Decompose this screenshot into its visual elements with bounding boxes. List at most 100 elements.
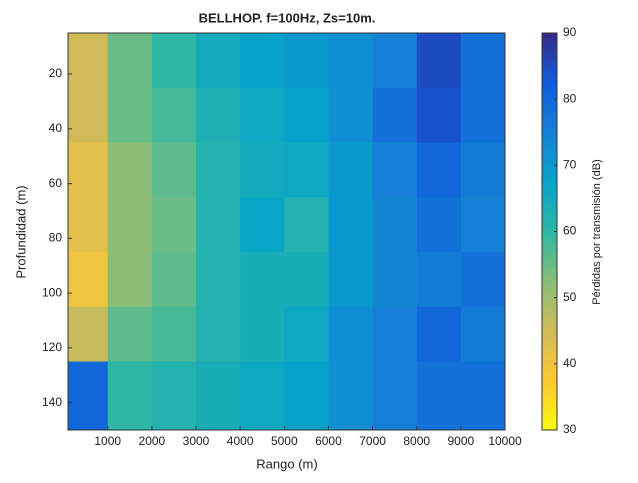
colorbar-swatch <box>542 191 557 196</box>
heatmap-cell <box>240 361 285 431</box>
heatmap-cell <box>196 252 241 308</box>
heatmap-cell <box>284 361 329 431</box>
colorbar-tick-label: 50 <box>563 290 577 304</box>
heatmap-cell <box>416 252 462 308</box>
colorbar-swatch <box>542 320 557 325</box>
heatmap-cell <box>68 306 109 363</box>
colorbar-swatch <box>542 340 557 345</box>
heatmap-cell <box>196 33 241 89</box>
heatmap-cell <box>328 87 374 144</box>
colorbar-swatch <box>542 42 557 47</box>
heatmap-cell <box>460 33 506 89</box>
heatmap-cell <box>328 197 374 253</box>
colorbar-swatch <box>542 231 557 236</box>
colorbar-swatch <box>542 380 557 385</box>
colorbar-swatch <box>542 105 557 110</box>
heatmap-cell <box>328 306 374 363</box>
x-tick-label: 10000 <box>488 434 522 448</box>
heatmap-cell <box>107 197 153 253</box>
colorbar-swatch <box>542 370 557 375</box>
colorbar-swatch <box>542 264 557 269</box>
colorbar-swatch <box>542 142 557 146</box>
heatmap-cell <box>416 361 462 431</box>
heatmap-cell <box>107 87 153 144</box>
colorbar-swatch <box>542 188 557 193</box>
x-tick-label: 8000 <box>403 434 430 448</box>
heatmap-cell <box>284 252 329 308</box>
colorbar-swatch <box>542 383 557 388</box>
colorbar-swatch <box>542 287 557 292</box>
x-tick-label: 3000 <box>183 434 210 448</box>
colorbar-swatch <box>542 66 557 70</box>
colorbar-swatch <box>542 99 557 103</box>
heatmap-cell <box>107 361 153 431</box>
colorbar-swatch <box>542 214 557 219</box>
colorbar-swatch <box>542 294 557 299</box>
heatmap-cell <box>416 306 462 363</box>
colorbar-swatch <box>542 122 557 127</box>
colorbar-swatch <box>542 92 557 97</box>
colorbar-tick-label: 70 <box>563 158 577 172</box>
colorbar-swatch <box>542 95 557 100</box>
x-axis-label: Rango (m) <box>256 456 317 471</box>
heatmap-cell <box>284 306 329 363</box>
colorbar-swatch <box>542 257 557 262</box>
colorbar-swatch <box>542 234 557 239</box>
heatmap-cell <box>328 142 374 198</box>
colorbar-swatch <box>542 271 557 276</box>
heatmap-cell <box>240 142 285 198</box>
colorbar-swatch <box>542 314 557 319</box>
colorbar-swatch <box>542 228 557 232</box>
heatmap-cell <box>460 361 506 431</box>
y-tick-label: 20 <box>49 66 63 80</box>
colorbar-swatch <box>542 367 557 371</box>
y-tick-label: 100 <box>42 285 62 299</box>
colorbar-swatch <box>542 393 557 398</box>
colorbar-swatch <box>542 416 557 421</box>
colorbar-swatch <box>542 281 557 285</box>
heatmap-cell <box>460 197 506 253</box>
colorbar-swatch <box>542 396 557 401</box>
colorbar-swatch <box>542 248 557 252</box>
colorbar-swatch <box>542 115 557 120</box>
heatmap-cell <box>196 361 241 431</box>
heatmap-cell <box>107 33 153 89</box>
x-tick-label: 2000 <box>139 434 166 448</box>
colorbar-swatch <box>542 69 557 74</box>
colorbar-swatch <box>542 125 557 130</box>
colorbar-swatch <box>542 337 557 342</box>
colorbar-swatch <box>542 119 557 123</box>
heatmap-cell <box>328 252 374 308</box>
colorbar-tick-label: 80 <box>563 91 577 105</box>
heatmap-cell <box>372 306 418 363</box>
colorbar-swatch <box>542 423 557 428</box>
heatmap-cell <box>372 87 418 144</box>
colorbar-swatch <box>542 343 557 348</box>
heatmap-cell <box>68 361 109 431</box>
colorbar-swatch <box>542 36 557 41</box>
colorbar-swatch <box>542 304 557 309</box>
colorbar-swatch <box>542 162 557 166</box>
heatmap-cell <box>416 87 462 144</box>
heatmap-cell <box>151 252 197 308</box>
heatmap-cell <box>68 33 109 89</box>
colorbar-swatch <box>542 171 557 176</box>
colorbar-swatch <box>542 112 557 117</box>
colorbar-swatch <box>542 221 557 226</box>
heatmap-cell <box>372 142 418 198</box>
colorbar-swatch <box>542 390 557 395</box>
heatmap-cell <box>68 252 109 308</box>
y-tick-label: 60 <box>49 176 63 190</box>
colorbar-swatch <box>542 360 557 365</box>
colorbar-swatch <box>542 277 557 282</box>
heatmap-cell <box>196 142 241 198</box>
heatmap-cell <box>416 33 462 89</box>
heatmap-cell <box>68 142 109 198</box>
colorbar-swatch <box>542 244 557 249</box>
colorbar-swatch <box>542 49 557 54</box>
colorbar-swatch <box>542 218 557 223</box>
heatmap-cell <box>107 306 153 363</box>
colorbar-swatch <box>542 211 557 216</box>
heatmap-cell <box>284 142 329 198</box>
colorbar-tick-label: 30 <box>563 422 577 436</box>
